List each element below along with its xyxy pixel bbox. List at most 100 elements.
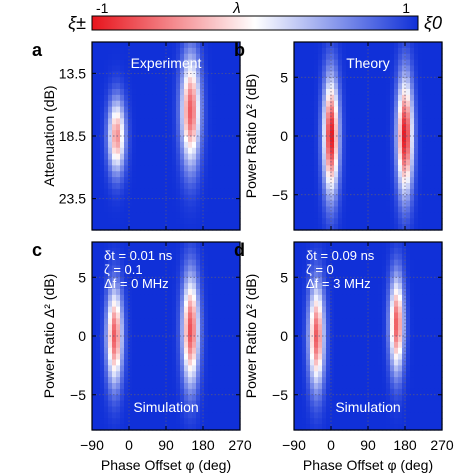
heatmap-cell bbox=[96, 47, 101, 55]
heatmap-cell bbox=[334, 130, 339, 137]
heatmap-cell bbox=[402, 159, 407, 166]
heatmap-cell bbox=[164, 59, 169, 67]
heatmap-cell bbox=[354, 159, 359, 166]
heatmap-cell bbox=[414, 388, 419, 396]
heatmap-cell bbox=[398, 65, 403, 72]
heatmap-cell bbox=[418, 283, 423, 290]
heatmap-cell bbox=[342, 112, 347, 119]
heatmap-cell bbox=[330, 124, 335, 131]
heatmap-cell bbox=[140, 177, 145, 184]
heatmap-cell bbox=[422, 112, 427, 119]
heatmap-cell bbox=[342, 106, 347, 114]
heatmap-cell bbox=[362, 265, 367, 272]
heatmap-cell bbox=[112, 418, 117, 425]
heatmap-cell bbox=[96, 371, 101, 378]
heatmap-cell bbox=[350, 336, 355, 343]
heatmap-cell bbox=[100, 194, 105, 202]
heatmap-cell bbox=[116, 106, 121, 114]
heatmap-cell bbox=[306, 212, 311, 219]
heatmap-cell bbox=[208, 118, 213, 125]
heatmap-cell bbox=[334, 118, 339, 125]
heatmap-cell bbox=[224, 200, 229, 208]
heatmap-cell bbox=[398, 347, 403, 355]
heatmap-cell bbox=[390, 400, 395, 408]
heatmap-cell bbox=[184, 242, 189, 249]
heatmap-cell bbox=[212, 153, 217, 161]
heatmap-cell bbox=[92, 165, 97, 172]
heatmap-cell bbox=[112, 341, 117, 349]
heatmap-cell bbox=[192, 188, 197, 196]
heatmap-cell bbox=[136, 136, 141, 143]
heatmap-cell bbox=[294, 124, 299, 131]
heatmap-cell bbox=[196, 94, 201, 102]
heatmap-cell bbox=[232, 406, 237, 413]
heatmap-cell bbox=[434, 283, 439, 290]
heatmap-cell bbox=[302, 383, 307, 390]
heatmap-cell bbox=[184, 71, 189, 78]
heatmap-cell bbox=[410, 259, 415, 267]
heatmap-cell bbox=[132, 341, 137, 349]
heatmap-cell bbox=[330, 212, 335, 219]
heatmap-cell bbox=[402, 59, 407, 67]
heatmap-cell bbox=[346, 312, 351, 319]
heatmap-cell bbox=[116, 312, 121, 319]
heatmap-cell bbox=[132, 65, 137, 72]
heatmap-cell bbox=[406, 388, 411, 396]
heatmap-cell bbox=[362, 253, 367, 261]
heatmap-cell bbox=[330, 118, 335, 125]
heatmap-cell bbox=[422, 289, 427, 296]
heatmap-cell bbox=[160, 206, 165, 213]
heatmap-cell bbox=[386, 71, 391, 78]
heatmap-cell bbox=[100, 324, 105, 331]
heatmap-cell bbox=[148, 130, 153, 137]
heatmap-cell bbox=[184, 265, 189, 272]
heatmap-cell bbox=[236, 318, 241, 325]
heatmap-cell bbox=[342, 277, 347, 284]
heatmap-cell bbox=[92, 65, 97, 72]
heatmap-cell bbox=[398, 165, 403, 172]
heatmap-cell bbox=[418, 112, 423, 119]
heatmap-cell bbox=[394, 153, 399, 161]
heatmap-cell bbox=[394, 424, 399, 431]
heatmap-cell bbox=[338, 253, 343, 261]
heatmap-cell bbox=[330, 71, 335, 78]
heatmap-cell bbox=[144, 365, 149, 372]
heatmap-cell bbox=[426, 188, 431, 196]
heatmap-cell bbox=[208, 359, 213, 366]
heatmap-cell bbox=[148, 247, 153, 255]
heatmap-cell bbox=[298, 383, 303, 390]
heatmap-cell bbox=[374, 300, 379, 308]
heatmap-cell bbox=[180, 242, 185, 249]
heatmap-cell bbox=[334, 247, 339, 255]
heatmap-cell bbox=[116, 224, 121, 231]
heatmap-cell bbox=[96, 283, 101, 290]
heatmap-cell bbox=[334, 89, 339, 96]
heatmap-cell bbox=[100, 347, 105, 355]
heatmap-cell bbox=[156, 388, 161, 396]
heatmap-cell bbox=[318, 218, 323, 225]
heatmap-cell bbox=[100, 200, 105, 208]
heatmap-cell bbox=[350, 406, 355, 413]
x-axis-label: Phase Offset φ (deg) bbox=[101, 457, 231, 473]
heatmap-cell bbox=[438, 47, 443, 55]
heatmap-cell bbox=[382, 283, 387, 290]
heatmap-cell bbox=[212, 289, 217, 296]
heatmap-cell bbox=[314, 253, 319, 261]
heatmap-cell bbox=[180, 365, 185, 372]
heatmap-cell bbox=[430, 83, 435, 90]
heatmap-cell bbox=[322, 247, 327, 255]
heatmap-cell bbox=[374, 365, 379, 372]
heatmap-cell bbox=[370, 141, 375, 149]
heatmap-cell bbox=[132, 83, 137, 90]
heatmap-cell bbox=[350, 200, 355, 208]
heatmap-cell bbox=[172, 359, 177, 366]
heatmap-cell bbox=[358, 159, 363, 166]
heatmap-cell bbox=[314, 242, 319, 249]
heatmap-cell bbox=[152, 312, 157, 319]
heatmap-cell bbox=[434, 377, 439, 384]
heatmap-cell bbox=[208, 218, 213, 225]
heatmap-cell bbox=[236, 406, 241, 413]
heatmap-cell bbox=[116, 394, 121, 402]
heatmap-cell bbox=[398, 159, 403, 166]
heatmap-cell bbox=[314, 318, 319, 325]
